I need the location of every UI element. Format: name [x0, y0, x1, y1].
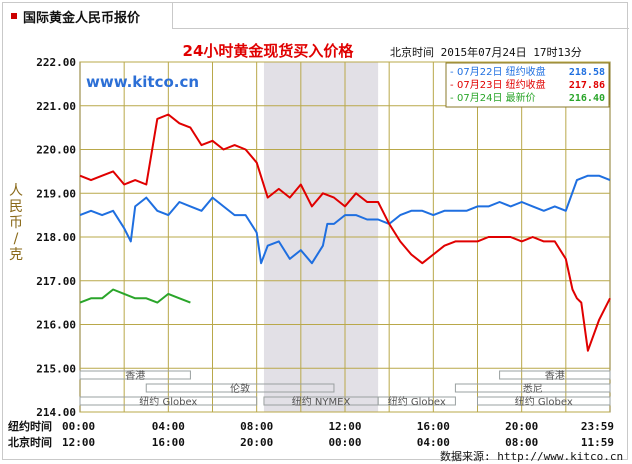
session-label: 香港: [125, 370, 145, 382]
series-line: [79, 174, 611, 265]
legend-value: 217.86: [569, 80, 605, 91]
session-label: 纽约 NYMEX: [292, 395, 351, 408]
legend-line-marker: -: [450, 80, 454, 91]
y-axis-label-char: 克: [9, 247, 23, 263]
legend-line-marker: -: [450, 93, 454, 104]
session-label: 纽约 Globex: [139, 395, 197, 408]
x-tick-label-bj: 16:00: [152, 436, 185, 449]
bj-time-row-label: 北京时间: [8, 435, 52, 449]
legend-value: 218.58: [569, 67, 605, 78]
y-tick-label: 216.00: [36, 319, 76, 332]
legend-label: 07月23日 纽约收盘: [457, 78, 546, 91]
y-axis-label-char: 民: [9, 199, 23, 215]
watermark: www.kitco.cn: [86, 73, 199, 91]
y-tick-label: 219.00: [36, 187, 76, 200]
y-axis-label-char: 币: [9, 215, 23, 231]
x-tick-label-bj: 04:00: [417, 436, 450, 449]
x-tick-label-ny: 08:00: [240, 420, 273, 433]
y-tick-label: 220.00: [36, 144, 76, 157]
y-tick-label: 221.00: [36, 100, 76, 113]
y-tick-label: 214.00: [36, 406, 76, 419]
legend-label: 07月24日 最新价: [457, 91, 536, 104]
tab-marker-icon: [11, 13, 17, 19]
tab-bar: 国际黄金人民币报价: [3, 3, 629, 29]
series-line: [79, 288, 191, 304]
session-label: 悉尼: [523, 383, 543, 395]
x-tick-label-ny: 23:59: [581, 420, 614, 433]
x-tick-label-ny: 16:00: [417, 420, 450, 433]
session-label: 纽约 Globex: [515, 395, 573, 408]
legend-box: [445, 62, 610, 108]
x-tick-label-bj: 20:00: [240, 436, 273, 449]
session-bar: [79, 396, 258, 406]
session-label: 伦敦: [230, 382, 250, 395]
series-line: [79, 113, 611, 352]
session-bar: [377, 396, 456, 406]
chart-panel: 国际黄金人民币报价: [2, 2, 629, 460]
session-bar: [79, 370, 191, 380]
legend-value: 216.40: [569, 93, 605, 104]
tab-gold-rmb[interactable]: 国际黄金人民币报价: [3, 3, 173, 29]
session-bar: [499, 370, 611, 380]
y-axis-label-char: /: [14, 231, 19, 247]
legend-label: 07月22日 纽约收盘: [457, 65, 546, 78]
legend-line-marker: -: [450, 67, 454, 78]
x-tick-label-ny: 20:00: [505, 420, 538, 433]
y-tick-label: 215.00: [36, 362, 76, 375]
x-tick-label-ny: 12:00: [328, 420, 361, 433]
y-tick-label: 217.00: [36, 275, 76, 288]
y-axis-label-char: 人: [9, 183, 23, 199]
x-tick-label-bj: 08:00: [505, 436, 538, 449]
x-tick-label-bj: 11:59: [581, 436, 614, 449]
y-tick-label: 222.00: [36, 56, 76, 69]
x-tick-label-bj: 00:00: [328, 436, 361, 449]
time-label: 北京时间 2015年07月24日 17时13分: [390, 45, 582, 59]
chart-title: 24小时黄金现货买入价格: [183, 42, 355, 60]
session-bar: [145, 383, 335, 393]
x-tick-label-ny: 04:00: [152, 420, 185, 433]
tab-title: 国际黄金人民币报价: [23, 10, 141, 26]
ny-time-row-label: 纽约时间: [8, 419, 52, 433]
x-tick-label-bj: 12:00: [62, 436, 95, 449]
session-bar: [454, 383, 611, 393]
session-bar: [477, 396, 611, 406]
session-label: 纽约 Globex: [388, 395, 446, 408]
source-note: 数据来源: http://www.kitco.cn: [440, 449, 623, 463]
y-tick-label: 218.00: [36, 231, 76, 244]
x-tick-label-ny: 00:00: [62, 420, 95, 433]
session-label: 香港: [545, 370, 565, 382]
